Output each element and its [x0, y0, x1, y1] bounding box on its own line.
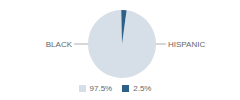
- html-text:2.5%: 2.5%: [133, 84, 152, 93]
- html-text:97.5%: 97.5%: [89, 84, 113, 93]
- svg-text:HISPANIC: HISPANIC: [168, 40, 205, 49]
- svg-text:BLACK: BLACK: [46, 40, 73, 49]
